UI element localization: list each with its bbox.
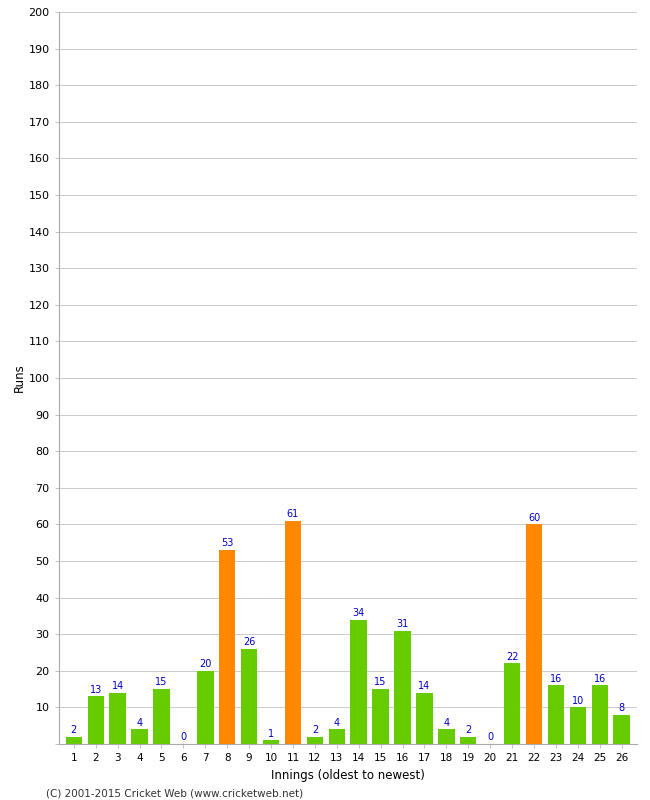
Text: 4: 4 bbox=[443, 718, 449, 727]
Y-axis label: Runs: Runs bbox=[12, 364, 25, 392]
Bar bbox=[614, 714, 630, 744]
Bar bbox=[66, 737, 82, 744]
Text: 4: 4 bbox=[333, 718, 340, 727]
Bar bbox=[416, 693, 433, 744]
Bar bbox=[197, 670, 214, 744]
Text: 1: 1 bbox=[268, 729, 274, 738]
Text: 20: 20 bbox=[199, 659, 211, 669]
Bar bbox=[307, 737, 323, 744]
Text: (C) 2001-2015 Cricket Web (www.cricketweb.net): (C) 2001-2015 Cricket Web (www.cricketwe… bbox=[46, 788, 303, 798]
Text: 13: 13 bbox=[90, 685, 102, 694]
Text: 34: 34 bbox=[352, 608, 365, 618]
Bar bbox=[592, 686, 608, 744]
Text: 15: 15 bbox=[374, 678, 387, 687]
X-axis label: Innings (oldest to newest): Innings (oldest to newest) bbox=[271, 769, 424, 782]
Text: 53: 53 bbox=[221, 538, 233, 548]
Text: 61: 61 bbox=[287, 509, 299, 519]
Text: 8: 8 bbox=[619, 703, 625, 713]
Bar bbox=[88, 697, 104, 744]
Bar bbox=[350, 619, 367, 744]
Text: 14: 14 bbox=[419, 681, 430, 691]
Text: 22: 22 bbox=[506, 652, 518, 662]
Bar bbox=[526, 525, 542, 744]
Bar bbox=[153, 689, 170, 744]
Bar bbox=[329, 730, 345, 744]
Bar bbox=[504, 663, 520, 744]
Bar bbox=[548, 686, 564, 744]
Bar bbox=[109, 693, 126, 744]
Bar bbox=[395, 630, 411, 744]
Bar bbox=[263, 740, 280, 744]
Text: 26: 26 bbox=[243, 637, 255, 647]
Bar bbox=[460, 737, 476, 744]
Bar bbox=[285, 521, 301, 744]
Bar bbox=[438, 730, 454, 744]
Text: 2: 2 bbox=[312, 725, 318, 735]
Text: 2: 2 bbox=[71, 725, 77, 735]
Text: 0: 0 bbox=[487, 732, 493, 742]
Text: 16: 16 bbox=[593, 674, 606, 684]
Text: 2: 2 bbox=[465, 725, 471, 735]
Text: 60: 60 bbox=[528, 513, 540, 522]
Text: 14: 14 bbox=[112, 681, 124, 691]
Bar bbox=[131, 730, 148, 744]
Bar bbox=[569, 707, 586, 744]
Text: 16: 16 bbox=[550, 674, 562, 684]
Bar bbox=[241, 649, 257, 744]
Text: 4: 4 bbox=[136, 718, 142, 727]
Bar bbox=[219, 550, 235, 744]
Text: 10: 10 bbox=[572, 695, 584, 706]
Text: 31: 31 bbox=[396, 618, 409, 629]
Text: 15: 15 bbox=[155, 678, 168, 687]
Text: 0: 0 bbox=[180, 732, 187, 742]
Bar bbox=[372, 689, 389, 744]
